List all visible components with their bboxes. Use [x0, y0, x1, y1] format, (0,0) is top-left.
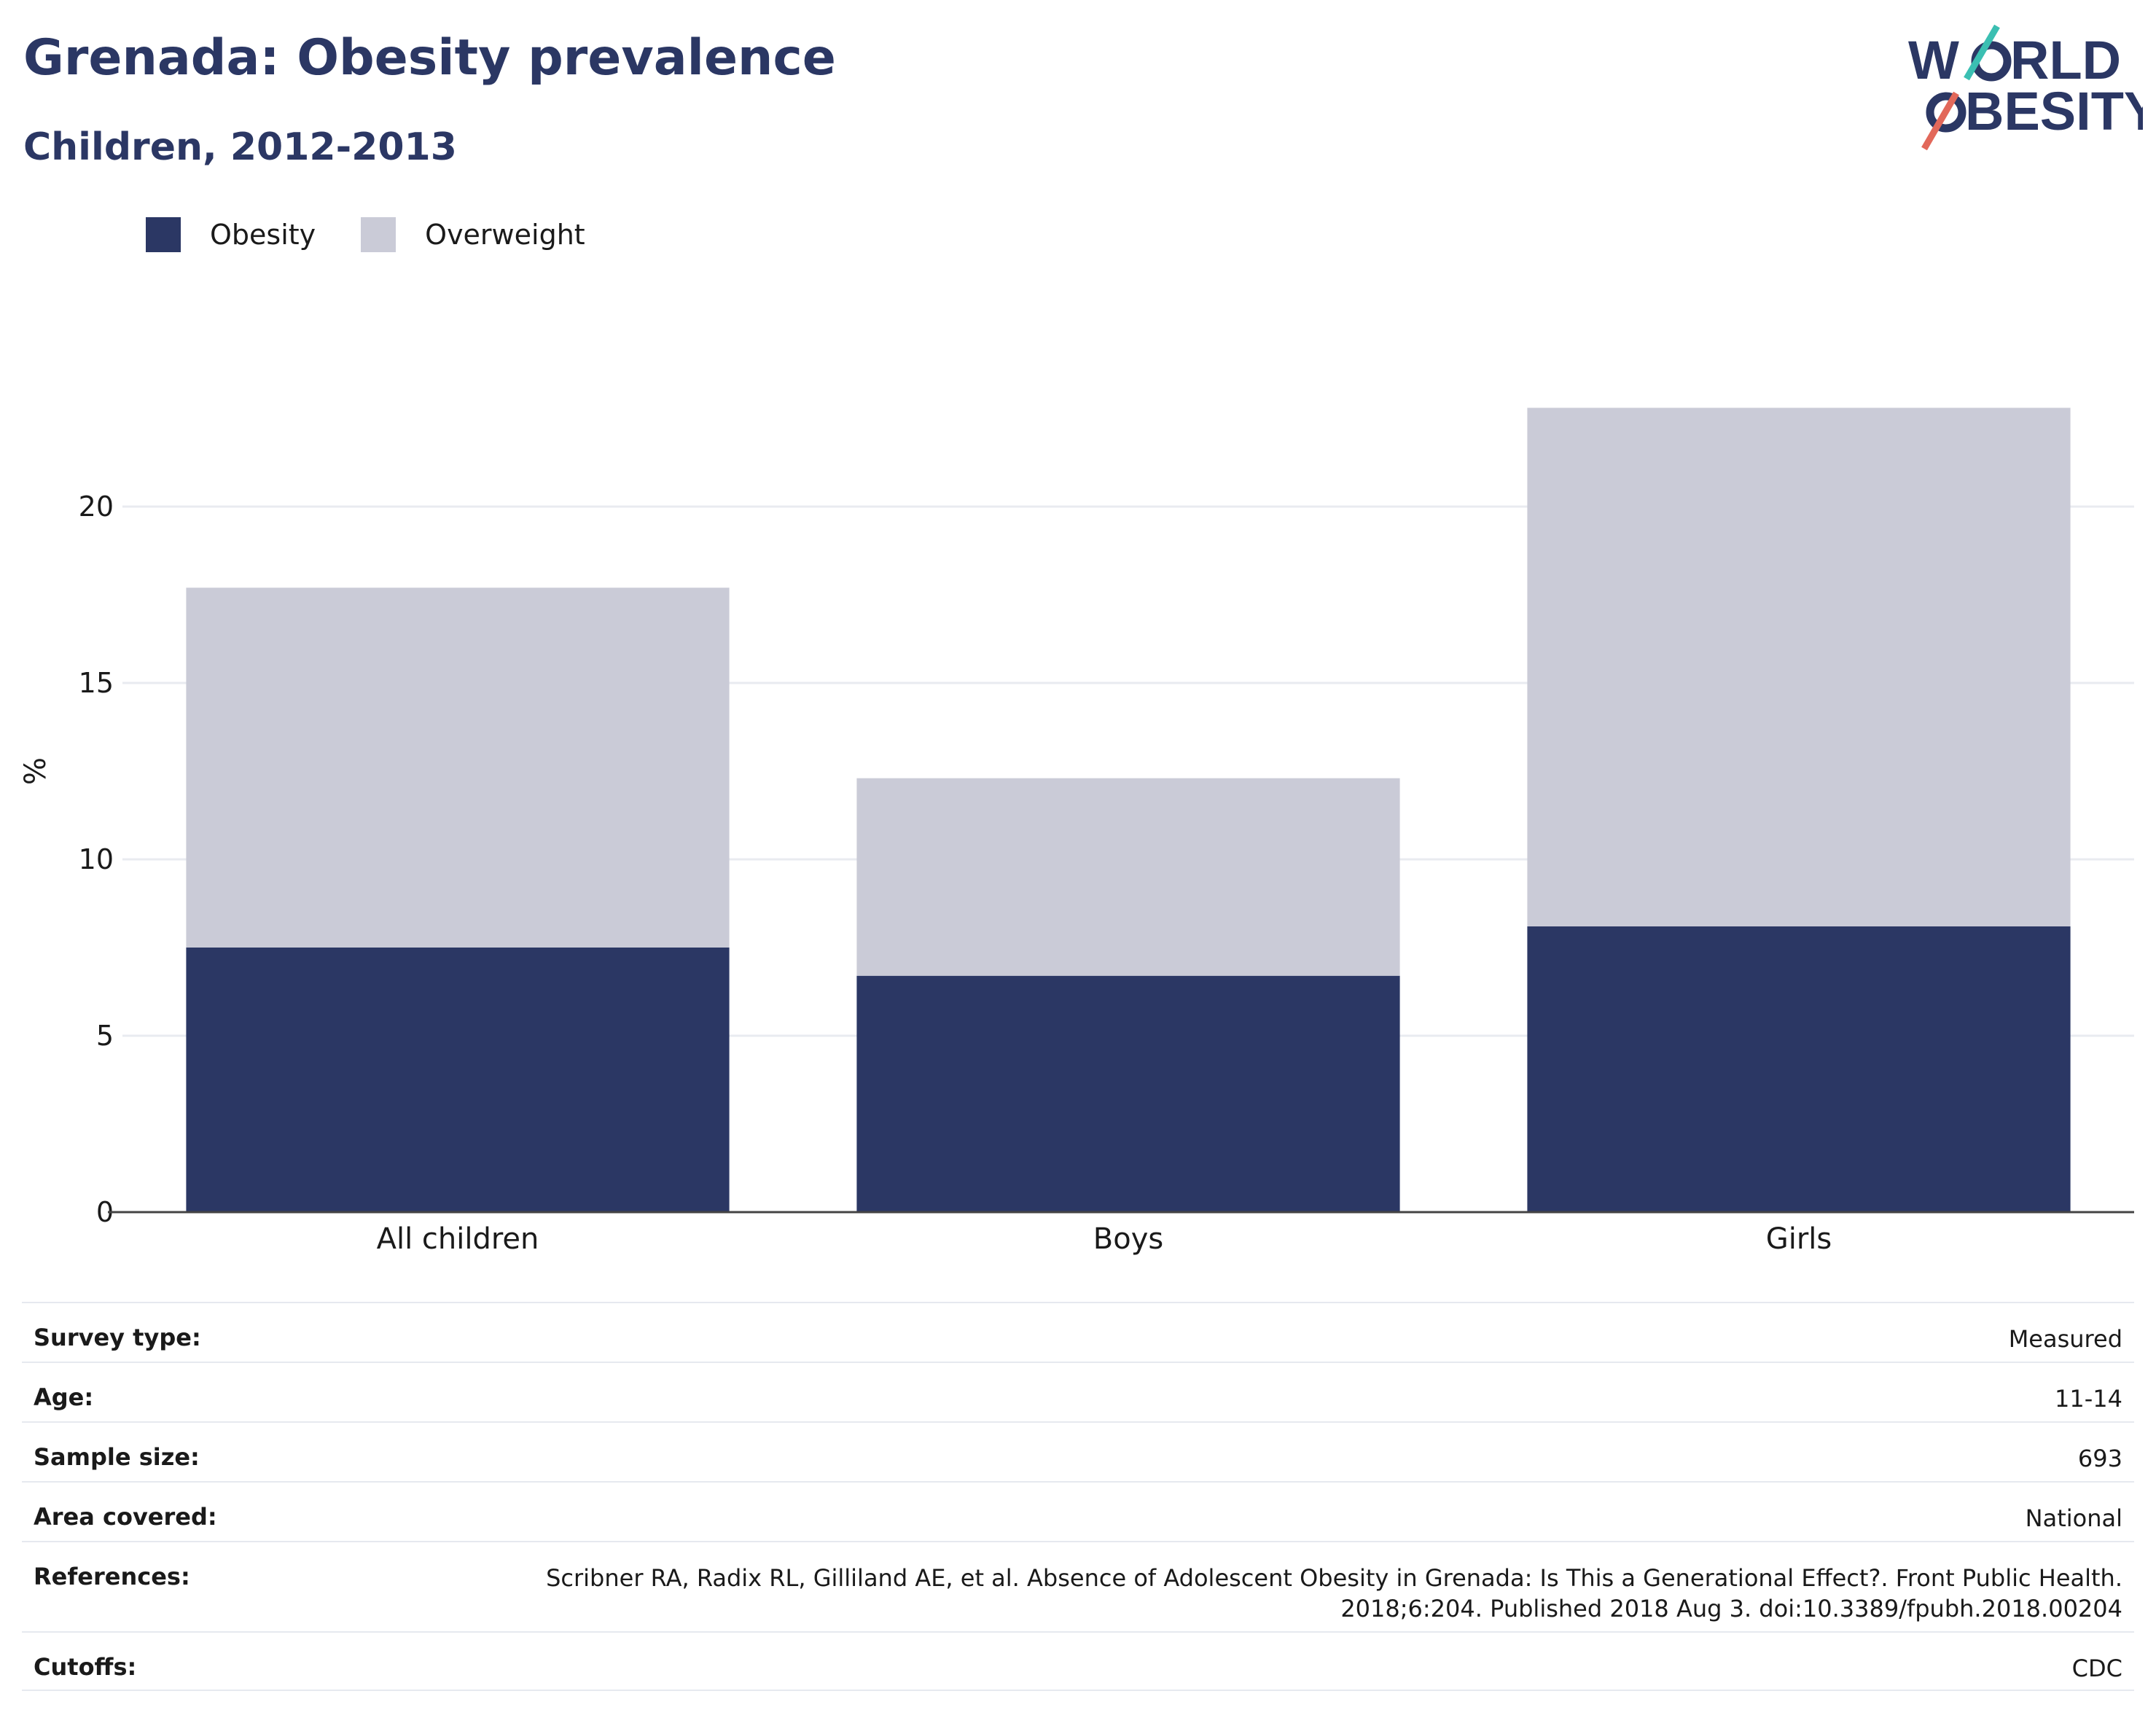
metadata-label: Cutoffs: [34, 1653, 137, 1681]
legend-label-obesity: Obesity [210, 219, 316, 251]
bar-overweight-all-children [186, 587, 730, 948]
metadata-row: References: Scribner RA, Radix RL, Gillil… [22, 1541, 2134, 1631]
metadata-value: Scribner RA, Radix RL, Gilliland AE, et … [546, 1564, 2122, 1622]
metadata-value: Measured [2008, 1325, 2122, 1353]
metadata-row: Age: 11-14 [22, 1362, 2134, 1421]
bar-overweight-girls [1527, 407, 2071, 926]
y-tick-label: 10 [79, 843, 114, 875]
bar-obesity-all-children [186, 948, 730, 1212]
legend-label-overweight: Overweight [425, 219, 585, 251]
metadata-value: National [2025, 1504, 2122, 1532]
x-tick-label: Girls [1766, 1222, 1832, 1256]
y-tick-label: 15 [79, 667, 114, 699]
y-axis-title: % [19, 757, 52, 785]
metadata-label: References: [34, 1563, 190, 1590]
svg-text:W: W [1908, 30, 1959, 90]
metadata-value: 11-14 [2055, 1385, 2122, 1413]
bar-obesity-boys [856, 975, 1400, 1212]
y-tick-label: 20 [79, 491, 114, 523]
world-obesity-logo: W RLD BESITY [1908, 24, 2143, 151]
legend-swatch-overweight [361, 217, 397, 252]
metadata-label: Area covered: [34, 1503, 217, 1531]
y-tick-label: 5 [96, 1020, 114, 1052]
legend: Obesity Overweight [146, 217, 630, 252]
bar-overweight-boys [856, 778, 1400, 976]
metadata-label: Age: [34, 1383, 94, 1411]
metadata-row: Sample size: 693 [22, 1421, 2134, 1481]
metadata-table: Survey type: Measured Age: 11-14 Sample size… [22, 1302, 2134, 1691]
chart-title: Grenada: Obesity prevalence [23, 29, 836, 87]
metadata-row: Survey type: Measured [22, 1302, 2134, 1362]
metadata-value: CDC [2071, 1655, 2122, 1682]
metadata-value: 693 [2077, 1445, 2122, 1472]
legend-item-overweight[interactable]: Overweight [361, 217, 585, 252]
chart-subtitle: Children, 2012-2013 [23, 125, 457, 169]
metadata-row: Cutoffs: CDC [22, 1631, 2134, 1691]
svg-text:RLD: RLD [2010, 30, 2121, 90]
legend-swatch-obesity [146, 217, 181, 252]
legend-item-obesity[interactable]: Obesity [146, 217, 316, 252]
metadata-label: Survey type: [34, 1324, 201, 1351]
metadata-row: Area covered: National [22, 1481, 2134, 1541]
bar-obesity-girls [1527, 926, 2071, 1212]
metadata-label: Sample size: [34, 1443, 200, 1471]
x-tick-label: Boys [1093, 1222, 1163, 1256]
svg-text:BESITY: BESITY [1965, 81, 2143, 141]
x-tick-label: All children [377, 1222, 539, 1256]
